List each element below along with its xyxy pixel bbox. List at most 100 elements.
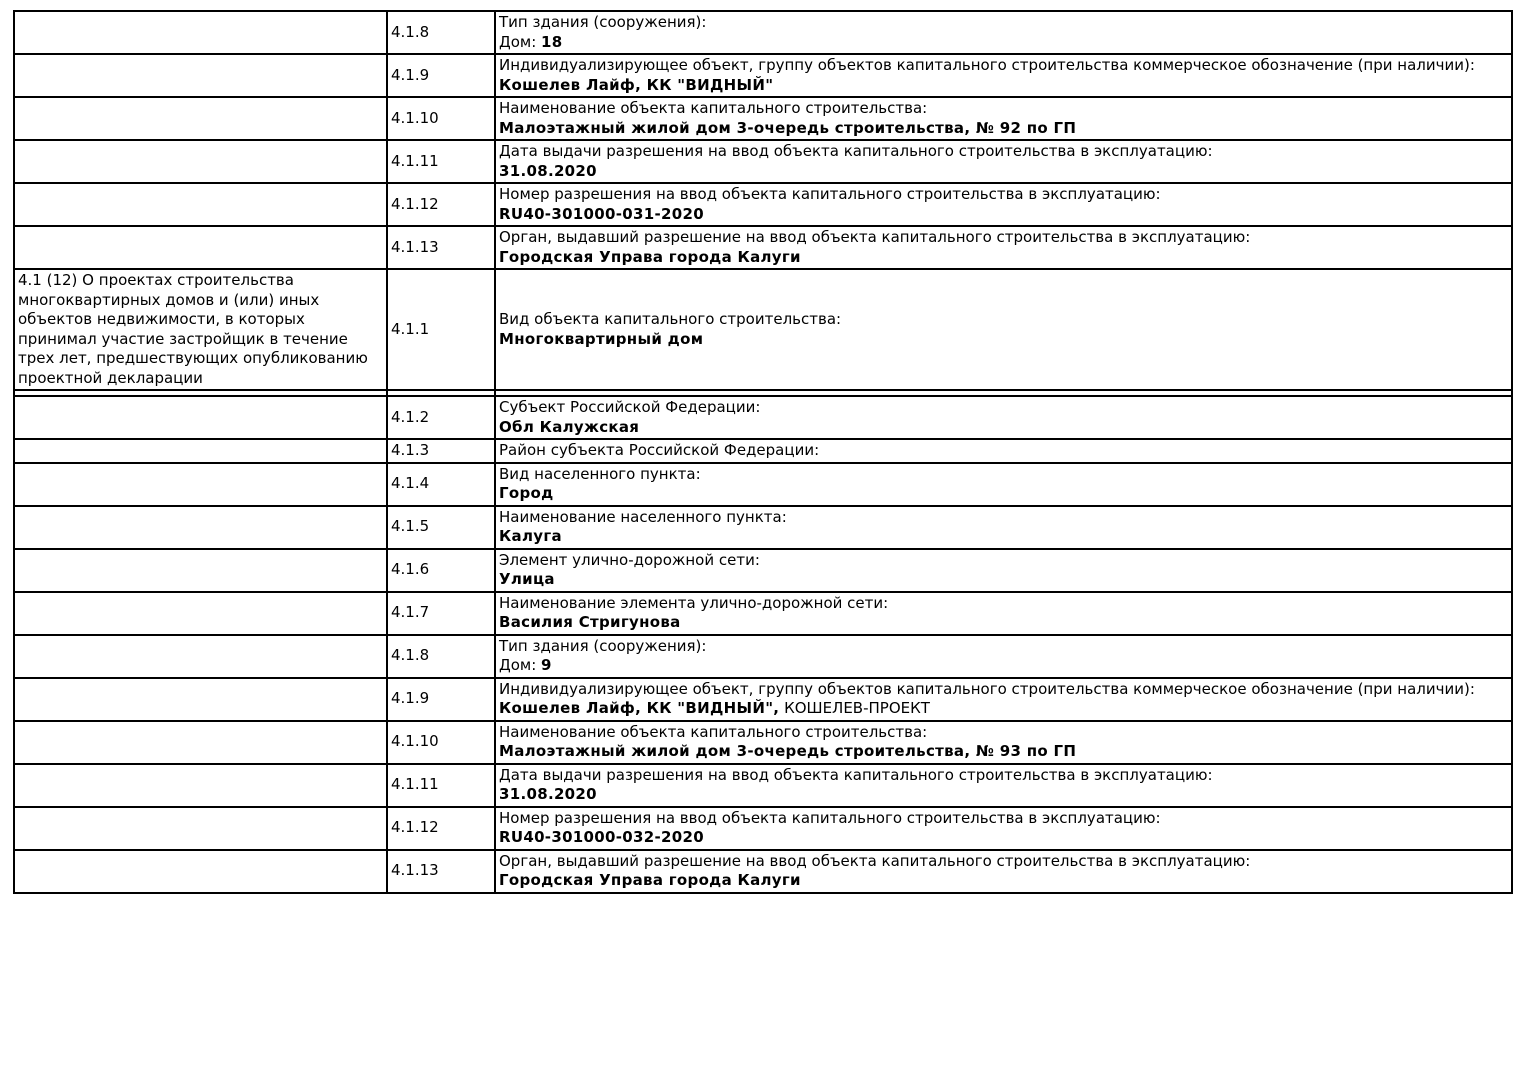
field-label: Дата выдачи разрешения на ввод объекта к… (499, 142, 1213, 160)
table-row: 4.1.2 Субъект Российской Федерации: Обл Ка… (13, 395, 1513, 440)
row-content: Наименование населенного пункта: Калуга (494, 504, 1513, 550)
row-content: Дата выдачи разрешения на ввод объекта к… (494, 139, 1513, 184)
row-content: Орган, выдавший разрешение на ввод объек… (494, 225, 1513, 270)
section-cell (13, 96, 388, 141)
table-row: 4.1.11 Дата выдачи разрешения на ввод объ… (13, 762, 1513, 808)
row-content: Номер разрешения на ввод объекта капитал… (494, 182, 1513, 227)
spacer-cell (386, 389, 496, 397)
row-number: 4.1.10 (386, 96, 496, 141)
field-label: Номер разрешения на ввод объекта капитал… (499, 808, 1161, 827)
section-cell (13, 139, 388, 184)
field-value-bold: Калуга (499, 527, 562, 545)
table-row: 4.1.11 Дата выдачи разрешения на ввод объ… (13, 139, 1513, 184)
field-label: Индивидуализирующее объект, группу объек… (499, 679, 1475, 698)
table-row: 4.1.8 Тип здания (сооружения): Дом: 18 (13, 10, 1513, 55)
row-content: Субъект Российской Федерации: Обл Калужск… (494, 395, 1513, 440)
spacer-cell (494, 389, 1513, 397)
row-content: Наименование объекта капитального строит… (494, 96, 1513, 141)
field-value-bold: 31.08.2020 (499, 161, 597, 180)
field-value: Малоэтажный жилой дом 3-очередь строител… (499, 742, 1508, 762)
field-value: Дом: 18 (499, 33, 1508, 53)
field-value: Обл Калужская (499, 418, 1508, 438)
section-cell (13, 461, 388, 507)
section-cell (13, 547, 388, 593)
field-value-bold: Кошелев Лайф, КК "ВИДНЫЙ", (499, 699, 780, 717)
field-value: Многоквартирный дом (499, 330, 1508, 350)
field-label: Наименование объекта капитального строит… (499, 722, 928, 741)
field-value-bold: 18 (541, 32, 563, 51)
table-row: 4.1.5 Наименование населенного пункта: Кал… (13, 504, 1513, 550)
field-label: Номер разрешения на ввод объекта капитал… (499, 185, 1161, 203)
field-value: Городская Управа города Калуги (499, 871, 1508, 891)
table-row: 4.1.10 Наименование объекта капитального … (13, 719, 1513, 765)
field-label: Наименование объекта капитального строит… (499, 99, 928, 117)
row-content: Вид населенного пункта: Город (494, 461, 1513, 507)
row-number: 4.1.8 (386, 10, 496, 55)
field-value-plain: Дом: (499, 32, 542, 51)
section-cell (13, 848, 388, 894)
table-row: 4.1.7 Наименование элемента улично-дорожн… (13, 590, 1513, 636)
row-number: 4.1.5 (386, 504, 496, 550)
table-row: 4.1.12 Номер разрешения на ввод объекта к… (13, 182, 1513, 227)
section-cell (13, 633, 388, 679)
field-label: Дата выдачи разрешения на ввод объекта к… (499, 765, 1213, 784)
table-row: 4.1.13 Орган, выдавший разрешение на ввод… (13, 848, 1513, 894)
spacer-row (13, 389, 1513, 397)
row-number: 4.1.9 (386, 676, 496, 722)
table-row: 4.1.10 Наименование объекта капитального … (13, 96, 1513, 141)
row-number: 4.1.11 (386, 762, 496, 808)
row-content: Наименование элемента улично-дорожной се… (494, 590, 1513, 636)
section-cell (13, 53, 388, 98)
field-value-bold: Малоэтажный жилой дом 3-очередь строител… (499, 742, 1077, 760)
table-row: 4.1.3 Район субъекта Российской Федерации… (13, 438, 1513, 464)
row-number: 4.1.4 (386, 461, 496, 507)
field-value-bold: Василия Стригунова (499, 613, 681, 631)
row-number: 4.1.1 (386, 268, 496, 391)
field-value: RU40-301000-031-2020 (499, 205, 1508, 225)
section-cell (13, 590, 388, 636)
table-row: 4.1.12 Номер разрешения на ввод объекта к… (13, 805, 1513, 851)
row-content: Тип здания (сооружения): Дом: 18 (494, 10, 1513, 55)
field-value: RU40-301000-032-2020 (499, 828, 1508, 848)
section-cell (13, 504, 388, 550)
row-number: 4.1.12 (386, 182, 496, 227)
section-cell (13, 438, 388, 464)
row-content: Дата выдачи разрешения на ввод объекта к… (494, 762, 1513, 808)
row-content: Район субъекта Российской Федерации: (494, 438, 1513, 464)
field-value: Городская Управа города Калуги (499, 248, 1508, 268)
row-number: 4.1.13 (386, 848, 496, 894)
row-number: 4.1.11 (386, 139, 496, 184)
table-row: 4.1.8 Тип здания (сооружения): Дом: 9 (13, 633, 1513, 679)
field-value: 31.08.2020 (499, 785, 1508, 805)
spacer-cell (13, 389, 388, 397)
row-number: 4.1.12 (386, 805, 496, 851)
field-value-bold: 9 (541, 656, 552, 674)
field-label: Орган, выдавший разрешение на ввод объек… (499, 228, 1251, 246)
declaration-table-body: 4.1.8 Тип здания (сооружения): Дом: 18 4.1.… (13, 10, 1513, 894)
project-declaration-table: 4.1.8 Тип здания (сооружения): Дом: 18 4.1.… (13, 10, 1513, 894)
field-label: Орган, выдавший разрешение на ввод объек… (499, 851, 1251, 870)
field-label: Тип здания (сооружения): (499, 636, 707, 655)
field-label: Вид населенного пункта: (499, 464, 701, 483)
row-content: Элемент улично-дорожной сети: Улица (494, 547, 1513, 593)
field-label: Вид объекта капитального строительства: (499, 310, 842, 328)
field-value-plain: Дом: (499, 656, 542, 674)
table-row: 4.1.9 Индивидуализирующее объект, группу … (13, 676, 1513, 722)
section-cell (13, 762, 388, 808)
row-content: Номер разрешения на ввод объекта капитал… (494, 805, 1513, 851)
field-value: Василия Стригунова (499, 613, 1508, 633)
field-label: Элемент улично-дорожной сети: (499, 550, 760, 569)
field-value-bold: 31.08.2020 (499, 785, 597, 803)
row-content: Индивидуализирующее объект, группу объек… (494, 53, 1513, 98)
row-content: Тип здания (сооружения): Дом: 9 (494, 633, 1513, 679)
field-value: Малоэтажный жилой дом 3-очередь строител… (499, 119, 1508, 139)
section-cell (13, 395, 388, 440)
field-value-bold: RU40-301000-032-2020 (499, 828, 704, 846)
field-label: Тип здания (сооружения): (499, 13, 707, 31)
field-value-bold: Малоэтажный жилой дом 3-очередь строител… (499, 118, 1077, 137)
section-title: 4.1 (12) О проектах строительства многок… (18, 271, 368, 387)
table-row: 4.1.9 Индивидуализирующее объект, группу … (13, 53, 1513, 98)
section-cell: 4.1 (12) О проектах строительства многок… (13, 268, 388, 391)
field-value-bold: Многоквартирный дом (499, 329, 704, 348)
